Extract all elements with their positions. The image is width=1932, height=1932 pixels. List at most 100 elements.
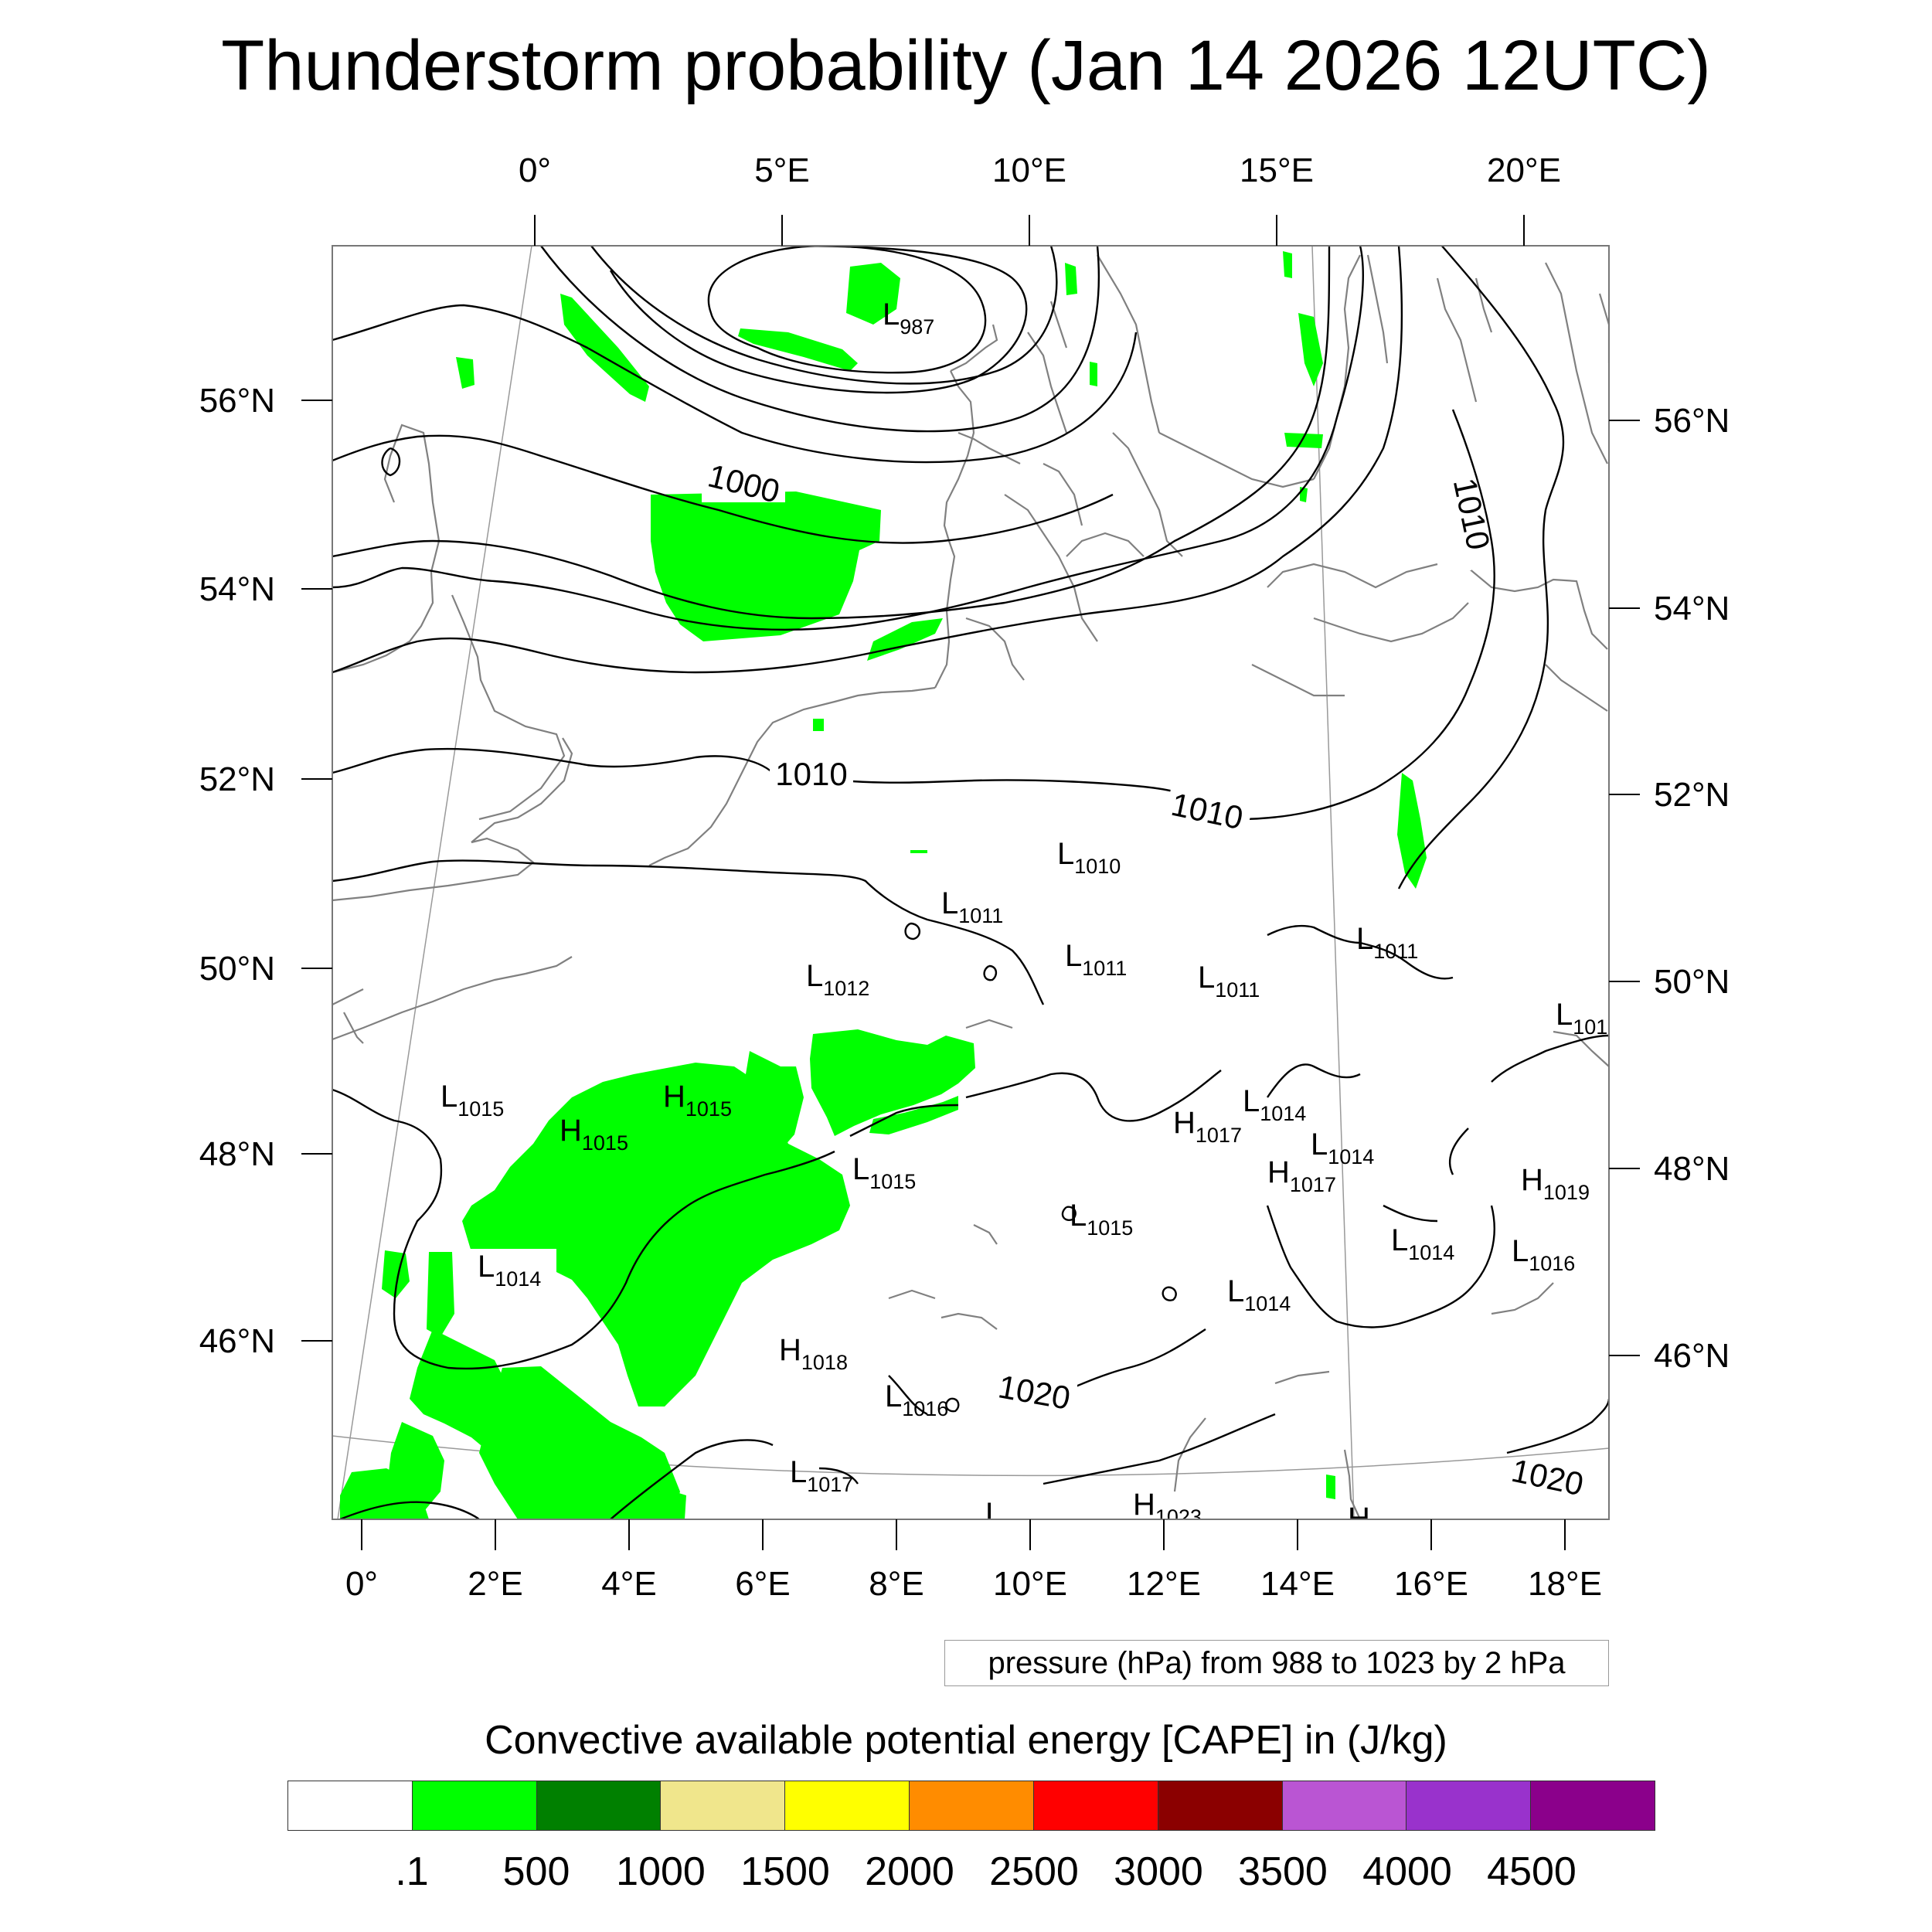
svg-text:L1015: L1015 — [1070, 1199, 1133, 1240]
colorbar-title: Convective available potential energy [C… — [485, 1718, 1447, 1763]
top-axis-label: 20°E — [1487, 151, 1561, 189]
colorbar-label: 1500 — [740, 1849, 830, 1894]
map-content: 1000 1010 1010 1010 1020 1020 L987 L1010… — [332, 231, 1611, 1543]
svg-text:L1011: L1011 — [1065, 939, 1127, 980]
colorbar-label: 4000 — [1362, 1849, 1452, 1894]
map-title: Thunderstorm probability (Jan 14 2026 12… — [221, 26, 1711, 105]
right-axis-labels: 56°N 54°N 52°N 50°N 48°N 46°N — [1654, 402, 1730, 1375]
left-axis-labels: 56°N 54°N 52°N 50°N 48°N 46°N — [199, 382, 275, 1360]
colorbar-label: 2500 — [989, 1849, 1079, 1894]
colorbar-segment — [1531, 1781, 1655, 1830]
pressure-centers: L987 L1010 L1011 L1011 L1011 L1011 L1012… — [440, 298, 1607, 1543]
pressure-center: L1014 — [1391, 1223, 1454, 1264]
right-axis-label: 56°N — [1654, 402, 1730, 440]
svg-text:L1011: L1011 — [941, 886, 1003, 927]
tick-marks — [301, 215, 1640, 1550]
svg-text:L1015: L1015 — [852, 1152, 916, 1193]
bottom-axis-label: 8°E — [869, 1565, 923, 1603]
left-axis-label: 54°N — [199, 570, 275, 608]
top-axis-label: 10°E — [992, 151, 1066, 189]
bottom-axis-label: 2°E — [468, 1565, 522, 1603]
colorbar-label: 4500 — [1487, 1849, 1577, 1894]
top-axis-labels: 0° 5°E 10°E 15°E 20°E — [519, 151, 1561, 189]
top-axis-label: 5°E — [754, 151, 809, 189]
frame-mask — [0, 147, 1932, 1577]
bottom-axis-labels: 0° 2°E 4°E 6°E 8°E 10°E 12°E 14°E 16°E 1… — [345, 1565, 1602, 1603]
coastlines — [332, 254, 1611, 1520]
svg-text:L1017: L1017 — [790, 1455, 853, 1496]
pressure-center: H1017 — [1267, 1155, 1336, 1196]
svg-text:L1010: L1010 — [1057, 837, 1121, 878]
bottom-axis-label: 6°E — [735, 1565, 790, 1603]
pressure-center: L1014 — [1243, 1084, 1306, 1125]
pressure-center: L1015 — [1070, 1199, 1133, 1240]
svg-text:L1016: L1016 — [885, 1379, 948, 1420]
pressure-center: L1015 — [440, 1080, 504, 1121]
pressure-center: L101 — [1556, 998, 1607, 1039]
colorbar-segment — [785, 1781, 910, 1830]
pressure-center: L1014 — [1311, 1128, 1374, 1168]
svg-text:L1014: L1014 — [1227, 1274, 1291, 1315]
pressure-center: L1014 — [467, 1249, 556, 1291]
svg-text:L1011: L1011 — [1198, 961, 1260, 1002]
pressure-center: L1016 — [885, 1379, 948, 1420]
map-border — [332, 245, 1610, 1520]
pressure-center: L1011 — [1065, 939, 1127, 980]
svg-text:L101: L101 — [1556, 998, 1607, 1039]
bottom-axis-label: 0° — [345, 1565, 378, 1603]
top-axis-label: 15°E — [1240, 151, 1314, 189]
isobar-label: 1010 — [775, 756, 847, 792]
colorbar-segment — [1158, 1781, 1283, 1830]
colorbar-segment — [1033, 1781, 1158, 1830]
svg-text:H1015: H1015 — [560, 1114, 628, 1155]
colorbar-segment — [661, 1781, 786, 1830]
svg-text:L987: L987 — [883, 298, 934, 338]
svg-text:L1016: L1016 — [1512, 1234, 1575, 1275]
right-axis-label: 50°N — [1654, 963, 1730, 1001]
pressure-center: L1011 — [1198, 961, 1260, 1002]
colorbar-segment — [536, 1781, 662, 1830]
top-axis-label: 0° — [519, 151, 551, 189]
pressure-center: L1012 — [806, 959, 869, 1000]
pressure-center: L1017 — [790, 1455, 853, 1496]
svg-text:H1017: H1017 — [1267, 1155, 1336, 1196]
isobars — [332, 231, 1611, 1521]
pressure-center: L987 — [883, 298, 934, 338]
svg-text:H1017: H1017 — [1173, 1106, 1242, 1147]
colorbar-label: .1 — [395, 1849, 429, 1894]
svg-text:H1018: H1018 — [779, 1333, 848, 1374]
svg-text:L1014: L1014 — [1311, 1128, 1374, 1168]
svg-text:L1015: L1015 — [440, 1080, 504, 1121]
pressure-center: L1014 — [1227, 1274, 1291, 1315]
svg-text:H1015: H1015 — [663, 1080, 732, 1121]
right-axis-label: 48°N — [1654, 1150, 1730, 1188]
right-axis-label: 54°N — [1654, 590, 1730, 628]
colorbar-segment — [1282, 1781, 1407, 1830]
colorbar-segment — [1406, 1781, 1532, 1830]
right-axis-label: 46°N — [1654, 1337, 1730, 1375]
left-axis-label: 52°N — [199, 760, 275, 798]
pressure-center: H1015 — [663, 1080, 732, 1121]
colorbar-labels: .1 500 1000 1500 2000 2500 3000 3500 400… — [0, 1847, 1932, 1901]
pressure-center: L1011 — [941, 886, 1003, 927]
pressure-center: L1011 — [1356, 922, 1418, 963]
colorbar — [287, 1781, 1655, 1831]
svg-text:L1014: L1014 — [1243, 1084, 1306, 1125]
bottom-axis-label: 18°E — [1528, 1565, 1602, 1603]
pressure-center: L1016 — [1512, 1234, 1575, 1275]
colorbar-segment — [412, 1781, 537, 1830]
left-axis-label: 48°N — [199, 1135, 275, 1173]
bottom-axis-label: 10°E — [993, 1565, 1067, 1603]
pressure-center: H1015 — [560, 1114, 628, 1155]
svg-text:L1012: L1012 — [806, 959, 869, 1000]
left-axis-label: 46°N — [199, 1322, 275, 1360]
pressure-contour-note: pressure (hPa) from 988 to 1023 by 2 hPa — [944, 1640, 1609, 1686]
svg-text:L1014: L1014 — [478, 1250, 541, 1291]
svg-text:L1011: L1011 — [1356, 922, 1418, 963]
pressure-center: H1018 — [779, 1333, 848, 1374]
colorbar-segment — [910, 1781, 1034, 1830]
colorbar-segment — [288, 1781, 413, 1830]
left-axis-label: 56°N — [199, 382, 275, 420]
pressure-center: H1017 — [1173, 1106, 1242, 1147]
bottom-axis-label: 16°E — [1394, 1565, 1468, 1603]
